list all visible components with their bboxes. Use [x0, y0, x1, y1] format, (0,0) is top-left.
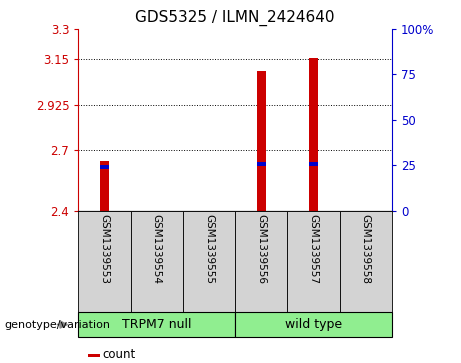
Bar	[235, 211, 287, 312]
Bar	[100, 164, 109, 168]
Bar	[235, 312, 392, 337]
Bar	[256, 162, 266, 166]
Bar	[130, 211, 183, 312]
Bar	[100, 161, 109, 211]
Text: GSM1339558: GSM1339558	[361, 213, 371, 284]
Text: GSM1339556: GSM1339556	[256, 213, 266, 284]
Text: GSM1339553: GSM1339553	[100, 213, 110, 284]
Title: GDS5325 / ILMN_2424640: GDS5325 / ILMN_2424640	[136, 10, 335, 26]
Bar	[309, 58, 318, 211]
Bar	[340, 211, 392, 312]
Bar	[78, 211, 130, 312]
Text: GSM1339554: GSM1339554	[152, 213, 162, 284]
Text: count: count	[102, 348, 135, 361]
Text: genotype/variation: genotype/variation	[5, 319, 111, 330]
Text: wild type: wild type	[285, 318, 342, 331]
Bar	[256, 71, 266, 211]
Text: TRPM7 null: TRPM7 null	[122, 318, 191, 331]
Bar	[287, 211, 340, 312]
Bar	[88, 354, 100, 357]
Text: GSM1339557: GSM1339557	[308, 213, 319, 284]
Bar	[183, 211, 235, 312]
Text: GSM1339555: GSM1339555	[204, 213, 214, 284]
Bar	[309, 162, 318, 166]
Bar	[78, 312, 235, 337]
